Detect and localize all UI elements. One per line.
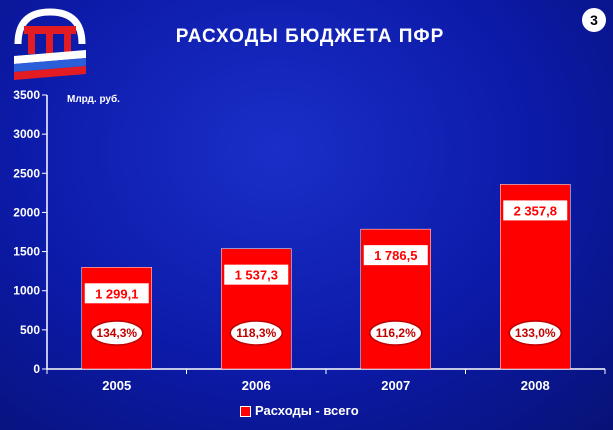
y-tick-label: 1000 — [13, 284, 40, 298]
page-number-badge: 3 — [582, 8, 606, 32]
y-tick-label: 0 — [33, 362, 40, 376]
growth-label: 134,3% — [96, 326, 137, 340]
y-tick-label: 2000 — [13, 205, 40, 219]
value-label-box — [363, 245, 428, 266]
y-tick-label: 2500 — [13, 166, 40, 180]
pfr-logo-icon — [14, 8, 86, 80]
growth-ellipse — [90, 320, 144, 346]
x-tick-label: 2008 — [521, 378, 550, 393]
legend-swatch — [240, 406, 251, 418]
value-label: 1 299,1 — [95, 286, 138, 301]
growth-label: 116,2% — [376, 326, 416, 340]
value-label: 2 357,8 — [514, 203, 557, 218]
x-tick-label: 2005 — [102, 378, 131, 393]
slide-title: РАСХОДЫ БЮДЖЕТА ПФР — [175, 26, 445, 47]
x-tick-label: 2007 — [381, 378, 410, 393]
value-label-box — [224, 264, 289, 285]
bar — [81, 267, 152, 370]
growth-ellipse — [229, 320, 283, 346]
legend-label: Расходы - всего — [255, 403, 359, 418]
growth-label: 133,0% — [515, 326, 556, 340]
growth-ellipse — [369, 320, 423, 346]
growth-ellipse — [508, 320, 562, 346]
x-tick-label: 2006 — [242, 378, 271, 393]
growth-label: 118,3% — [236, 326, 276, 340]
value-label-box — [84, 283, 149, 304]
value-label: 1 786,5 — [374, 248, 417, 263]
legend: Расходы - всего — [240, 403, 359, 418]
y-tick-label: 1500 — [13, 245, 40, 259]
y-tick-label: 3500 — [13, 88, 40, 102]
y-tick-label: 3000 — [13, 127, 40, 141]
y-tick-label: 500 — [20, 323, 40, 337]
value-label-box — [503, 200, 568, 221]
value-label: 1 537,3 — [235, 268, 278, 283]
y-axis-unit-label: Млрд. руб. — [67, 94, 120, 105]
